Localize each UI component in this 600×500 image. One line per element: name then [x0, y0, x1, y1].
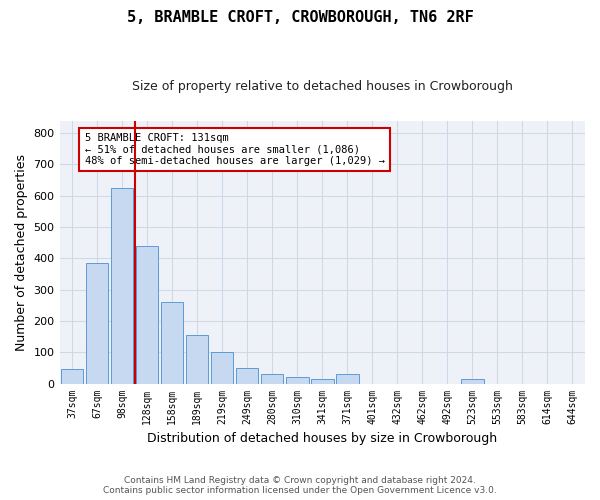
Bar	[286, 378, 308, 384]
Text: Contains HM Land Registry data © Crown copyright and database right 2024.
Contai: Contains HM Land Registry data © Crown c…	[103, 476, 497, 495]
Y-axis label: Number of detached properties: Number of detached properties	[15, 154, 28, 350]
Text: 5, BRAMBLE CROFT, CROWBOROUGH, TN6 2RF: 5, BRAMBLE CROFT, CROWBOROUGH, TN6 2RF	[127, 10, 473, 25]
X-axis label: Distribution of detached houses by size in Crowborough: Distribution of detached houses by size …	[147, 432, 497, 445]
Bar	[111, 188, 133, 384]
Bar	[86, 263, 109, 384]
Bar	[136, 246, 158, 384]
Text: 5 BRAMBLE CROFT: 131sqm
← 51% of detached houses are smaller (1,086)
48% of semi: 5 BRAMBLE CROFT: 131sqm ← 51% of detache…	[85, 133, 385, 166]
Bar	[261, 374, 283, 384]
Bar	[311, 379, 334, 384]
Bar	[461, 379, 484, 384]
Bar	[211, 352, 233, 384]
Bar	[336, 374, 359, 384]
Bar	[186, 335, 208, 384]
Bar	[161, 302, 184, 384]
Bar	[61, 370, 83, 384]
Title: Size of property relative to detached houses in Crowborough: Size of property relative to detached ho…	[132, 80, 513, 93]
Bar	[236, 368, 259, 384]
